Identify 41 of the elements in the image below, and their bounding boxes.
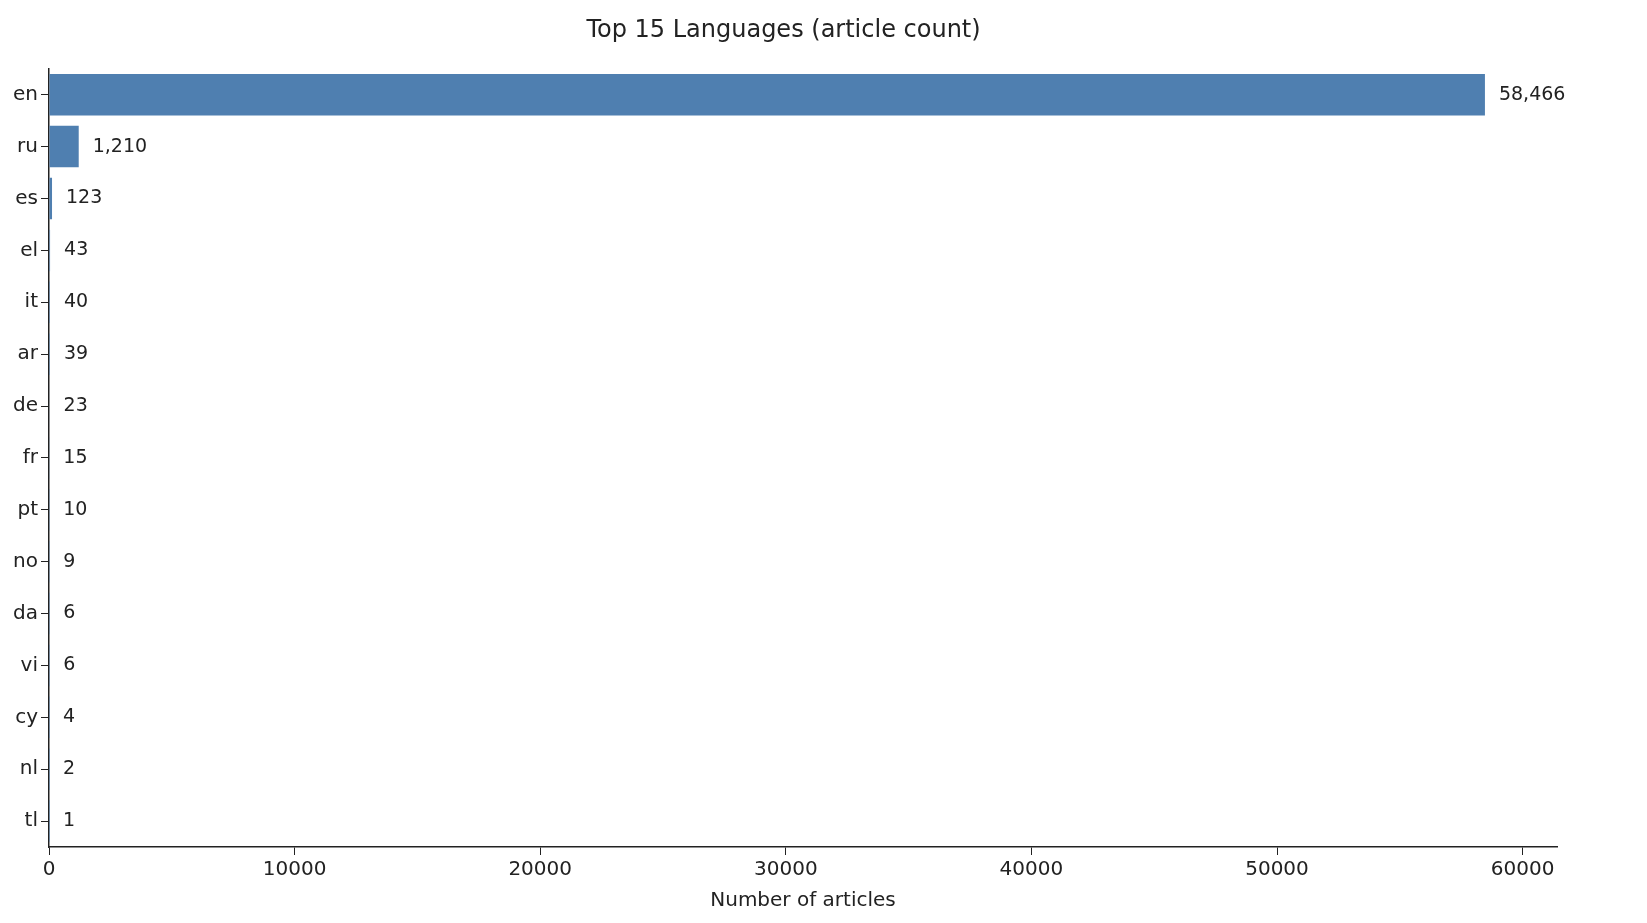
data-label: 1,210 xyxy=(92,133,148,156)
data-label: 9 xyxy=(63,548,76,571)
y-tick-label: ru xyxy=(17,132,38,157)
y-tick-label: es xyxy=(15,184,38,209)
data-label: 4 xyxy=(63,704,76,727)
y-tick-label: da xyxy=(13,599,38,624)
y-tick-label: nl xyxy=(19,755,38,780)
x-tick-label: 60000 xyxy=(1490,856,1555,881)
x-tick-label: 30000 xyxy=(754,856,818,881)
y-tick-label: tl xyxy=(24,807,38,832)
data-label: 123 xyxy=(66,185,103,208)
y-tick-label: pt xyxy=(17,495,39,520)
y-tick-label: vi xyxy=(20,651,38,676)
data-label: 6 xyxy=(63,600,76,623)
data-label: 43 xyxy=(64,237,89,260)
data-label: 2 xyxy=(63,756,76,779)
data-label: 6 xyxy=(63,652,76,675)
y-tick-label: el xyxy=(20,236,38,261)
bar xyxy=(49,73,1485,116)
x-tick-label: 0 xyxy=(42,856,56,881)
data-label: 58,466 xyxy=(1498,81,1566,104)
y-tick-label: cy xyxy=(15,703,39,728)
data-label: 15 xyxy=(63,444,88,467)
data-label: 23 xyxy=(63,392,88,415)
data-label: 40 xyxy=(63,289,89,312)
x-tick-label: 10000 xyxy=(262,856,327,881)
data-label: 1 xyxy=(63,808,76,830)
y-tick-label: it xyxy=(24,288,39,313)
x-tick-label: 20000 xyxy=(508,856,573,881)
bar xyxy=(49,125,79,168)
chart-title: Top 15 Languages (article count) xyxy=(585,14,981,43)
x-axis-title: Number of articles xyxy=(710,887,896,912)
data-label: 39 xyxy=(63,341,89,364)
x-tick-label: 40000 xyxy=(999,856,1064,881)
y-tick-label: en xyxy=(13,80,38,105)
y-tick-label: ar xyxy=(17,340,39,365)
y-tick-label: no xyxy=(13,547,38,572)
y-tick-label: fr xyxy=(22,444,39,469)
x-tick-label: 50000 xyxy=(1245,856,1309,881)
data-label: 10 xyxy=(63,496,88,519)
y-tick-label: de xyxy=(13,392,38,417)
